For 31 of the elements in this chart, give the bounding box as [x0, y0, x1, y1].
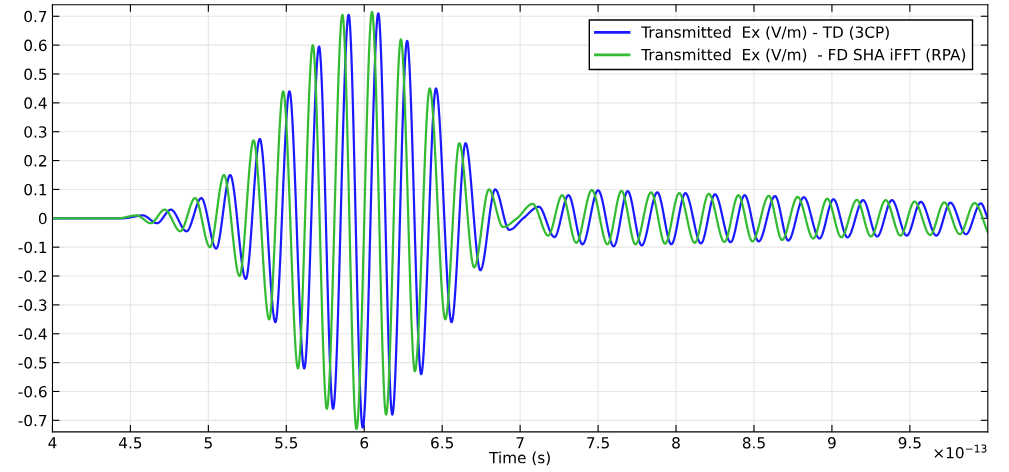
x-tick-label: 6	[360, 437, 369, 449]
x-tick-label: 5	[204, 437, 212, 449]
x-tick-label: 7	[516, 437, 524, 449]
x-tick-label: 9.5	[898, 437, 921, 449]
x-tick-label: 8	[672, 437, 680, 449]
y-tick-label: 0.7	[24, 10, 47, 23]
y-tick-label: -0.7	[18, 414, 47, 427]
x-tick-label: 9	[828, 437, 836, 449]
y-tick-label: 0.4	[24, 97, 47, 109]
y-tick-label: 0.6	[24, 39, 47, 52]
x-axis-title: Time (s)	[489, 451, 550, 466]
legend-label: Transmitted Ex (V/m) - TD (3CP)	[641, 26, 889, 40]
x-tick-label: 4.5	[119, 437, 142, 449]
y-tick-label: -0.2	[18, 270, 47, 283]
y-tick-label: -0.5	[18, 357, 47, 369]
text: ×10$^{−13}$	[934, 444, 987, 459]
y-tick-label: -0.3	[18, 299, 47, 311]
y-tick-label: 0.2	[24, 155, 47, 167]
legend-label: Transmitted Ex (V/m) - FD SHA iFFT (RPA)	[641, 48, 966, 63]
y-tick-label: -0.4	[18, 328, 47, 340]
y-tick-label: 0.1	[24, 183, 47, 196]
x-tick-label: 8.5	[742, 437, 765, 449]
y-tick-label: 0.3	[24, 126, 47, 138]
x-tick-label: 4	[48, 437, 57, 449]
x-tick-label: 5.5	[275, 437, 298, 449]
x-tick-label: 6.5	[431, 437, 454, 449]
x-tick-label: 7.5	[587, 437, 609, 449]
y-tick-label: -0.6	[18, 385, 47, 398]
y-tick-label: 0.5	[24, 68, 47, 81]
y-tick-label: -0.1	[18, 241, 47, 254]
y-tick-label: 0	[38, 212, 47, 225]
